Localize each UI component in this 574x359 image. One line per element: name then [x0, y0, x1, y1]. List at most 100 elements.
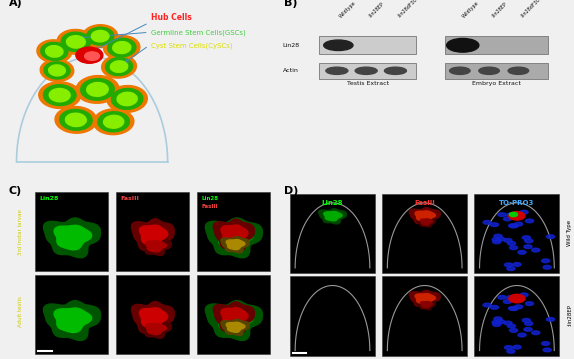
Text: Cyst Stem Cells(CySCs): Cyst Stem Cells(CySCs) — [152, 42, 233, 49]
Ellipse shape — [532, 331, 540, 335]
Polygon shape — [420, 219, 433, 225]
Ellipse shape — [483, 303, 491, 307]
Ellipse shape — [510, 246, 518, 250]
Ellipse shape — [107, 38, 136, 57]
Ellipse shape — [507, 242, 515, 245]
Ellipse shape — [543, 265, 551, 269]
Polygon shape — [221, 225, 248, 245]
Ellipse shape — [513, 345, 521, 349]
Ellipse shape — [497, 320, 505, 323]
FancyBboxPatch shape — [117, 192, 189, 271]
Ellipse shape — [498, 295, 506, 299]
Ellipse shape — [525, 239, 533, 243]
Ellipse shape — [111, 89, 143, 109]
Polygon shape — [216, 225, 254, 250]
Ellipse shape — [107, 85, 148, 112]
Ellipse shape — [67, 36, 86, 48]
Polygon shape — [140, 320, 171, 338]
FancyBboxPatch shape — [197, 192, 270, 271]
Ellipse shape — [507, 324, 515, 328]
Ellipse shape — [113, 42, 131, 53]
Ellipse shape — [543, 348, 551, 352]
Text: :lin28EP: :lin28EP — [367, 1, 385, 19]
Ellipse shape — [508, 67, 529, 74]
Ellipse shape — [44, 62, 70, 79]
Ellipse shape — [492, 240, 501, 244]
Text: :lin28EP: :lin28EP — [491, 1, 508, 19]
Polygon shape — [409, 208, 440, 225]
Ellipse shape — [509, 212, 525, 220]
Ellipse shape — [525, 322, 533, 326]
Polygon shape — [205, 218, 262, 258]
Ellipse shape — [494, 234, 502, 238]
Ellipse shape — [39, 82, 80, 108]
Text: Lin28: Lin28 — [201, 196, 218, 201]
Text: Testis Extract: Testis Extract — [347, 81, 389, 86]
Text: :lin28EP: :lin28EP — [567, 304, 572, 326]
Ellipse shape — [94, 109, 134, 135]
Ellipse shape — [541, 259, 550, 263]
Ellipse shape — [497, 237, 505, 241]
Text: C): C) — [9, 186, 22, 196]
Text: Adult testis: Adult testis — [18, 296, 23, 327]
Polygon shape — [54, 308, 92, 332]
Text: FasIII: FasIII — [414, 200, 435, 206]
FancyBboxPatch shape — [290, 194, 375, 273]
Polygon shape — [324, 211, 342, 221]
Ellipse shape — [524, 327, 532, 331]
Polygon shape — [420, 302, 433, 308]
Polygon shape — [146, 323, 166, 335]
Text: Lin28: Lin28 — [40, 196, 59, 201]
Text: Actin: Actin — [283, 68, 298, 73]
Ellipse shape — [55, 107, 97, 133]
Ellipse shape — [494, 317, 502, 321]
Ellipse shape — [324, 40, 353, 51]
Ellipse shape — [490, 223, 499, 227]
Ellipse shape — [117, 92, 137, 106]
Polygon shape — [319, 209, 347, 224]
Ellipse shape — [525, 302, 534, 306]
Ellipse shape — [492, 320, 501, 324]
Ellipse shape — [507, 213, 515, 217]
Ellipse shape — [546, 317, 554, 321]
Ellipse shape — [81, 79, 114, 100]
Ellipse shape — [49, 88, 70, 102]
Polygon shape — [140, 237, 171, 256]
Ellipse shape — [44, 85, 76, 106]
FancyBboxPatch shape — [382, 276, 467, 356]
Ellipse shape — [479, 67, 499, 74]
Ellipse shape — [520, 210, 528, 214]
Polygon shape — [214, 219, 254, 251]
Polygon shape — [409, 290, 440, 308]
Ellipse shape — [104, 36, 140, 60]
FancyBboxPatch shape — [117, 275, 189, 354]
Ellipse shape — [37, 40, 72, 63]
Polygon shape — [417, 300, 436, 310]
FancyBboxPatch shape — [319, 36, 416, 54]
Ellipse shape — [41, 42, 68, 60]
Polygon shape — [415, 211, 436, 222]
Polygon shape — [205, 300, 262, 340]
Polygon shape — [139, 308, 168, 329]
Ellipse shape — [76, 47, 103, 63]
Ellipse shape — [510, 328, 518, 332]
Ellipse shape — [110, 61, 128, 73]
Ellipse shape — [102, 55, 137, 78]
Text: Germline Stem Cells(GSCs): Germline Stem Cells(GSCs) — [152, 29, 246, 36]
Ellipse shape — [65, 113, 86, 127]
Text: FasIII: FasIII — [201, 204, 218, 209]
Polygon shape — [146, 241, 166, 252]
Polygon shape — [131, 219, 174, 253]
Polygon shape — [139, 225, 168, 246]
Ellipse shape — [522, 318, 530, 322]
Ellipse shape — [355, 67, 377, 74]
Ellipse shape — [447, 38, 479, 52]
Ellipse shape — [505, 263, 513, 267]
Polygon shape — [221, 237, 249, 253]
Polygon shape — [417, 217, 436, 227]
Text: Lin28: Lin28 — [322, 200, 343, 206]
FancyBboxPatch shape — [290, 276, 375, 356]
Ellipse shape — [507, 296, 515, 299]
Ellipse shape — [513, 262, 521, 266]
Ellipse shape — [492, 238, 501, 241]
